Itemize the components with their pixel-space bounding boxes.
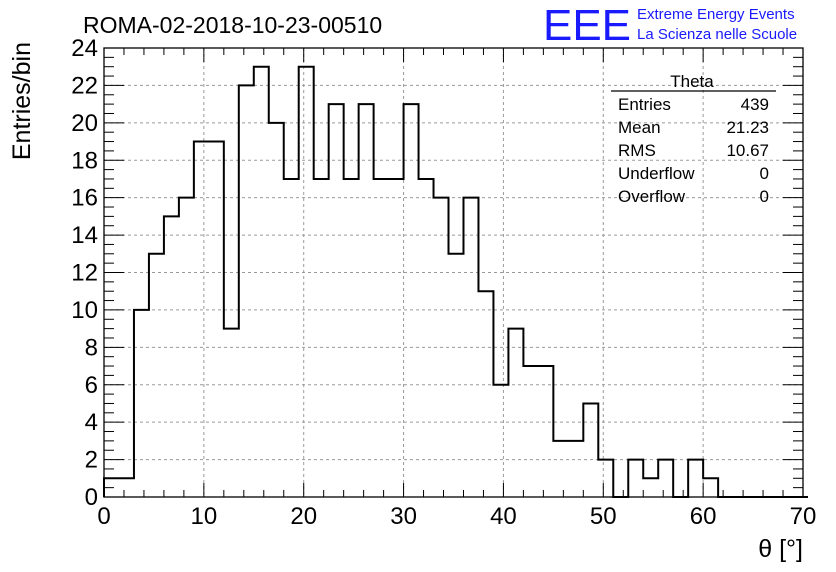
y-tick-label-12: 24: [71, 35, 98, 62]
histogram-bin-33: [598, 460, 613, 497]
x-tick-label-1: 10: [191, 503, 218, 530]
y-tick-label-8: 16: [71, 185, 98, 212]
histogram-bin-24: [463, 198, 478, 497]
histogram-bin-15: [329, 104, 344, 497]
stats-value-mean: 21.23: [726, 118, 769, 137]
histogram-bin-6: [194, 142, 209, 497]
x-tick-label-5: 50: [590, 503, 617, 530]
x-tick-label-6: 60: [690, 503, 717, 530]
stats-box: Theta Entries 439 Mean 21.23 RMS 10.67 U…: [611, 72, 776, 206]
stats-value-entries: 439: [741, 95, 769, 114]
grid: [104, 48, 803, 497]
logo-line2: La Scienza nelle Scuole: [637, 26, 797, 43]
histogram-bin-18: [374, 179, 389, 497]
chart-title: ROMA-02-2018-10-23-00510: [83, 12, 382, 38]
histogram-bin-20: [404, 104, 419, 497]
histogram-bin-4: [164, 216, 179, 497]
logo-mark: EEE: [543, 1, 631, 50]
histogram-bin-11: [269, 123, 284, 497]
histogram-bin-16: [344, 179, 359, 497]
axis-ticks: [103, 47, 804, 498]
stats-title: Theta: [670, 72, 714, 91]
histogram-bin-21: [419, 179, 434, 497]
y-axis-label: Entries/bin: [8, 42, 36, 160]
x-tick-label-2: 20: [290, 503, 317, 530]
histogram-bin-0: [104, 478, 119, 497]
y-tick-label-5: 10: [71, 297, 98, 324]
stats-label-mean: Mean: [618, 118, 661, 137]
stats-label-underflow: Underflow: [618, 164, 695, 183]
x-axis-label: θ [°]: [758, 535, 803, 563]
y-tick-label-3: 6: [85, 372, 98, 399]
histogram-bin-8: [224, 329, 239, 497]
stats-value-rms: 10.67: [726, 141, 769, 160]
y-tick-label-6: 12: [71, 260, 98, 287]
histogram-bin-36: [643, 478, 658, 497]
histogram-bin-28: [523, 366, 538, 497]
histogram-bin-40: [703, 478, 718, 497]
histogram-bin-31: [568, 441, 583, 497]
x-tick-labels: 0 10 20 30 40 50 60 70: [97, 503, 816, 530]
x-tick-label-0: 0: [97, 503, 110, 530]
stats-value-overflow: 0: [760, 187, 769, 206]
histogram-bin-23: [449, 254, 464, 497]
histogram-bin-2: [134, 310, 149, 497]
histogram-bin-26: [493, 385, 508, 497]
histogram-bin-37: [658, 460, 673, 497]
histogram-bin-17: [359, 104, 374, 497]
x-tick-label-4: 40: [490, 503, 517, 530]
histogram-bin-39: [688, 460, 703, 497]
histogram-bin-25: [478, 291, 493, 497]
histogram-bars: [103, 65, 808, 498]
histogram-bin-12: [284, 179, 299, 497]
histogram-bin-35: [628, 460, 643, 497]
histogram-bin-19: [389, 179, 404, 497]
plot-frame: [103, 47, 804, 498]
histogram-bin-22: [434, 198, 449, 497]
y-tick-label-9: 18: [71, 147, 98, 174]
x-tick-label-7: 70: [790, 503, 817, 530]
y-tick-label-7: 14: [71, 222, 98, 249]
y-tick-label-10: 20: [71, 110, 98, 137]
logo: EEE Extreme Energy Events La Scienza nel…: [543, 1, 797, 50]
histogram-bin-10: [254, 67, 269, 497]
histogram-bin-29: [538, 366, 553, 497]
y-tick-label-4: 8: [85, 334, 98, 361]
histogram-outline: [103, 65, 808, 498]
histogram-bin-7: [209, 142, 224, 497]
stats-label-rms: RMS: [618, 141, 656, 160]
stats-label-entries: Entries: [618, 95, 671, 114]
histogram-bin-9: [239, 85, 254, 497]
histogram-bin-32: [583, 403, 598, 497]
x-tick-label-3: 30: [390, 503, 417, 530]
y-tick-label-11: 22: [71, 72, 98, 99]
y-tick-label-0: 0: [85, 484, 98, 511]
histogram-bin-27: [508, 329, 523, 497]
histogram-bin-3: [149, 254, 164, 497]
histogram-bin-30: [553, 441, 568, 497]
logo-line1: Extreme Energy Events: [637, 6, 795, 23]
histogram-bin-14: [314, 179, 329, 497]
histogram-bin-5: [179, 198, 194, 497]
histogram-bin-13: [299, 67, 314, 497]
y-tick-label-1: 2: [85, 447, 98, 474]
stats-label-overflow: Overflow: [618, 187, 686, 206]
stats-value-underflow: 0: [760, 164, 769, 183]
y-tick-label-2: 4: [85, 409, 98, 436]
histogram-bin-1: [119, 478, 134, 497]
